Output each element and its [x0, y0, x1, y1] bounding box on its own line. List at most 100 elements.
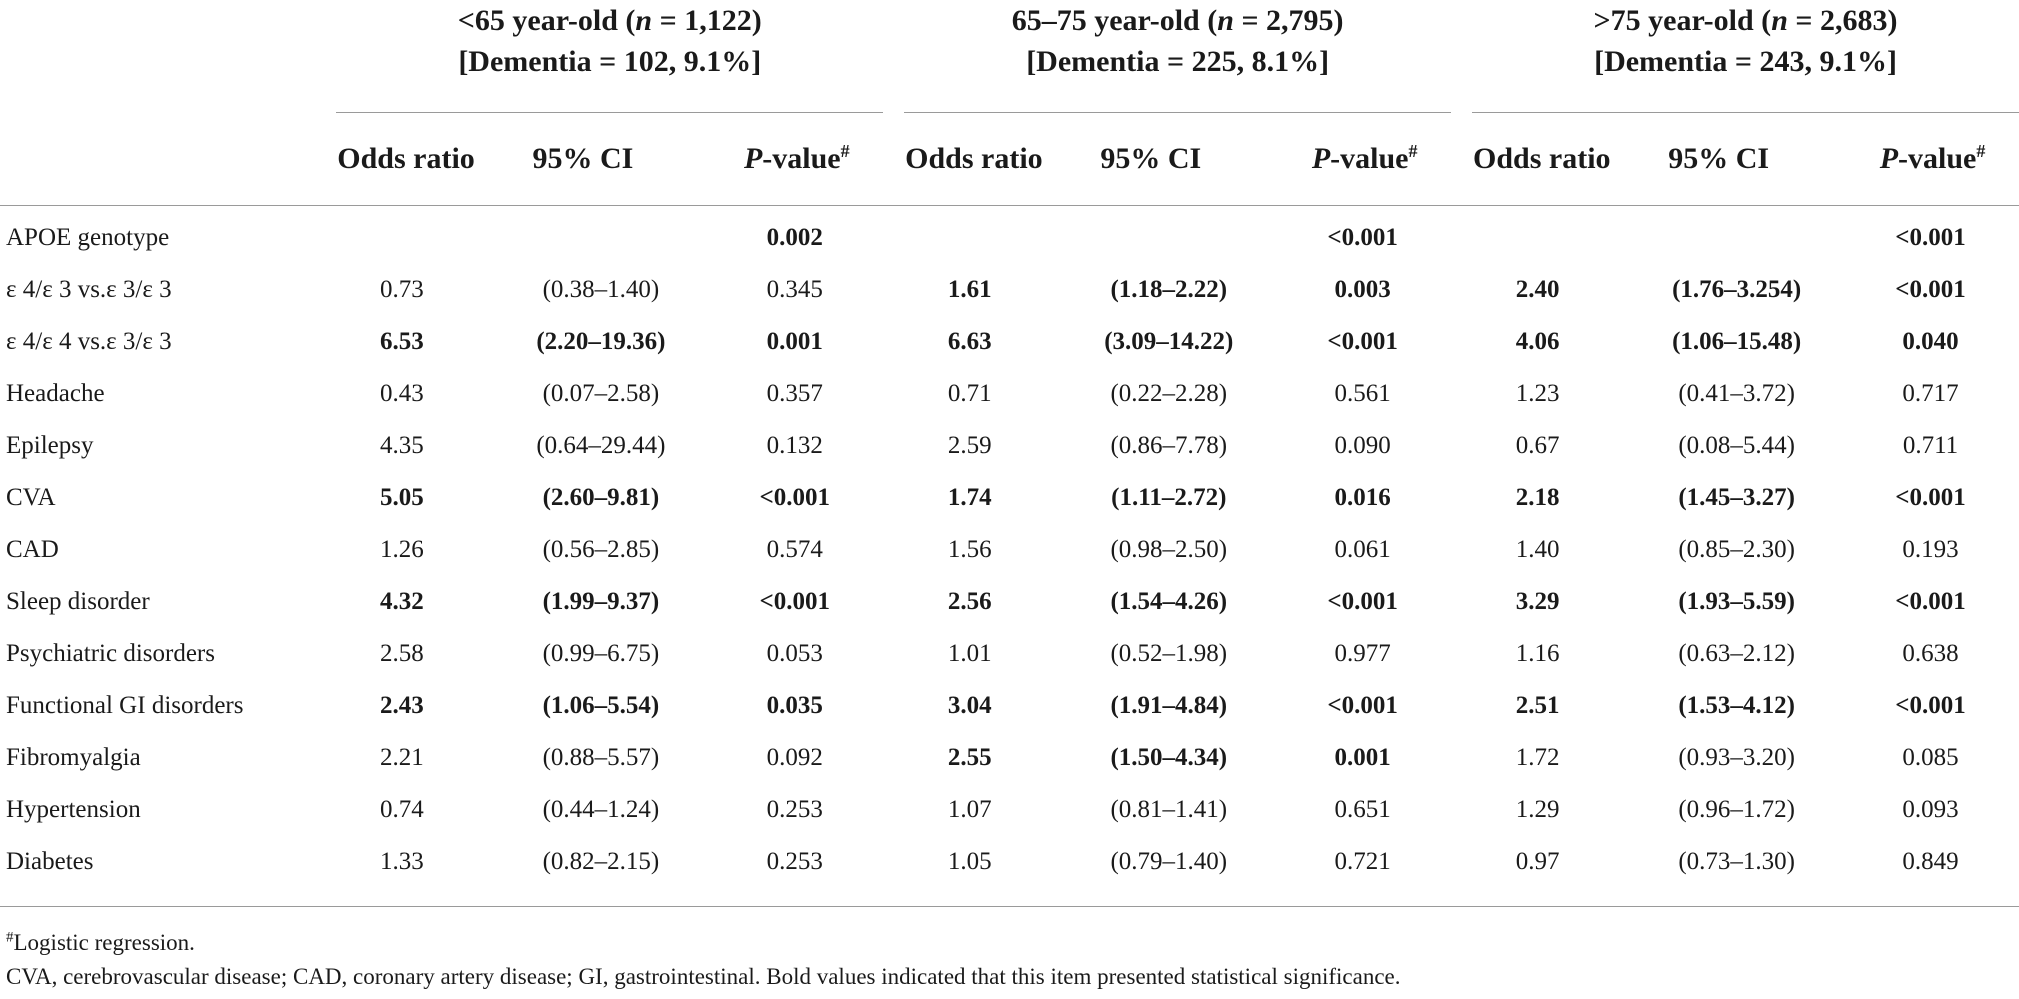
ci-cell: (1.93–5.59) [1678, 588, 1795, 615]
group-title-line: 65–75 year-old (n = 2,795) [1011, 4, 1344, 37]
row-label: Fibromyalgia [6, 744, 141, 771]
odds-ratio-cell: 1.26 [380, 536, 424, 563]
p-value-cell: 0.849 [1902, 848, 1959, 875]
row-label: CAD [6, 536, 59, 563]
group-rule [1472, 112, 2019, 113]
gap [1451, 680, 1472, 732]
table-row: CVA 5.05 (2.60–9.81) <0.001 1.74 (1.11–2.72) 0… [0, 472, 2019, 524]
table-row: APOE genotype 0.002 <0.001 <0.001 [0, 206, 2019, 265]
p-value-cell: 0.040 [1902, 328, 1959, 355]
p-value-cell: 0.253 [766, 796, 823, 823]
odds-ratio-cell: 1.74 [947, 484, 992, 511]
odds-ratio-cell: 1.56 [947, 536, 992, 563]
ci-cell: (0.96–1.72) [1678, 796, 1795, 823]
gap [883, 472, 904, 524]
ci-cell: (1.50–4.34) [1110, 744, 1228, 771]
gap [1451, 368, 1472, 420]
odds-ratio-cell [1472, 206, 1637, 265]
odds-ratio-cell: 1.05 [947, 848, 992, 875]
p-value-cell: <0.001 [1327, 328, 1398, 355]
odds-ratio-cell: 0.73 [380, 276, 424, 303]
gap [1451, 784, 1472, 836]
p-value-cell: <0.001 [759, 588, 831, 615]
ci-cell: (1.99–9.37) [542, 588, 660, 615]
gap [1451, 0, 1472, 113]
odds-ratio-cell: 4.06 [1515, 328, 1560, 355]
col-header-p-value: P-value# [1274, 113, 1452, 206]
row-label: Epilepsy [6, 432, 94, 459]
p-value-cell: 0.132 [766, 432, 823, 459]
ci-cell: (0.86–7.78) [1110, 432, 1228, 459]
table-bottom-rule [0, 906, 2019, 907]
gap [883, 732, 904, 784]
col-header-p-value: P-value# [1842, 113, 2019, 206]
odds-ratio-cell: 0.74 [380, 796, 424, 823]
odds-ratio-cell: 2.43 [380, 692, 424, 719]
ci-cell: (0.44–1.24) [542, 796, 660, 823]
col-header-odds-ratio: Odds ratio [336, 113, 502, 206]
p-value-cell: <0.001 [1327, 588, 1398, 615]
ci-cell: (1.11–2.72) [1111, 484, 1227, 511]
gap [1451, 576, 1472, 628]
row-label: Diabetes [6, 848, 94, 875]
odds-ratio-cell: 1.72 [1515, 744, 1560, 771]
col-header-odds-ratio: Odds ratio [904, 113, 1070, 206]
ci-cell: (0.85–2.30) [1678, 536, 1795, 563]
col-header-odds-ratio: Odds ratio [1472, 113, 1638, 206]
p-value-cell: 0.061 [1334, 536, 1391, 563]
p-value-cell: 0.721 [1334, 848, 1391, 875]
ci-cell [1069, 206, 1274, 265]
odds-ratio-cell: 1.01 [947, 640, 992, 667]
p-value-cell: 0.345 [766, 276, 823, 303]
gap [1451, 420, 1472, 472]
odds-ratio-cell: 2.51 [1515, 692, 1560, 719]
group-dementia-line: [Dementia = 225, 8.1%] [1026, 45, 1330, 78]
ci-cell: (3.09–14.22) [1104, 328, 1234, 355]
p-value-cell: <0.001 [1895, 276, 1966, 303]
ci-cell: (1.18–2.22) [1110, 276, 1228, 303]
row-label: Functional GI disorders [6, 692, 244, 719]
row-label: APOE genotype [6, 224, 170, 251]
gap [1451, 316, 1472, 368]
row-label: Hypertension [6, 796, 141, 823]
p-value-cell: 0.357 [766, 380, 823, 407]
odds-ratio-cell: 0.97 [1515, 848, 1560, 875]
table-row: Functional GI disorders 2.43 (1.06–5.54) 0.… [0, 680, 2019, 732]
ci-cell [502, 206, 707, 265]
gap [883, 206, 904, 265]
odds-ratio-cell: 4.32 [380, 588, 424, 615]
group-header-under-65: <65 year-old (n = 1,122) [Dementia = 102… [336, 0, 883, 113]
ci-cell [1637, 206, 1842, 265]
odds-ratio-cell: 1.33 [380, 848, 424, 875]
odds-ratio-cell: 1.07 [947, 796, 992, 823]
odds-ratio-cell [904, 206, 1069, 265]
ci-cell: (0.79–1.40) [1110, 848, 1228, 875]
gap [1451, 836, 1472, 894]
ci-cell: (0.98–2.50) [1110, 536, 1228, 563]
p-value-cell: 0.001 [1334, 744, 1391, 771]
table-row: CAD 1.26 (0.56–2.85) 0.574 1.56 (0.98–2.50) 0.… [0, 524, 2019, 576]
ci-cell: (0.88–5.57) [542, 744, 660, 771]
table-row: Epilepsy 4.35 (0.64–29.44) 0.132 2.59 (0.86–7… [0, 420, 2019, 472]
p-value-cell: 0.035 [766, 692, 823, 719]
table-body: APOE genotype 0.002 <0.001 <0.001 ε 4/ε 3 vs… [0, 206, 2019, 895]
ci-cell: (1.91–4.84) [1110, 692, 1228, 719]
table-row: Hypertension 0.74 (0.44–1.24) 0.253 1.07 (0.8… [0, 784, 2019, 836]
gap [1451, 524, 1472, 576]
ci-cell: (1.54–4.26) [1110, 588, 1228, 615]
odds-ratio-cell: 3.29 [1515, 588, 1560, 615]
p-value-cell: <0.001 [1895, 692, 1966, 719]
p-value-cell: <0.001 [759, 484, 831, 511]
ci-cell: (0.93–3.20) [1678, 744, 1795, 771]
group-header-over-75: >75 year-old (n = 2,683) [Dementia = 243… [1472, 0, 2019, 113]
odds-ratio-cell: 1.40 [1515, 536, 1560, 563]
gap [883, 113, 905, 206]
ci-cell: (0.73–1.30) [1678, 848, 1795, 875]
row-label: ε 4/ε 3 vs.ε 3/ε 3 [6, 276, 172, 303]
odds-ratio-cell: 2.18 [1515, 484, 1560, 511]
odds-ratio-cell: 0.43 [380, 380, 424, 407]
gap [883, 628, 904, 680]
column-header-row: Odds ratio 95% CI P-value# Odds ratio 95… [0, 113, 2019, 206]
row-label: Psychiatric disorders [6, 640, 215, 667]
